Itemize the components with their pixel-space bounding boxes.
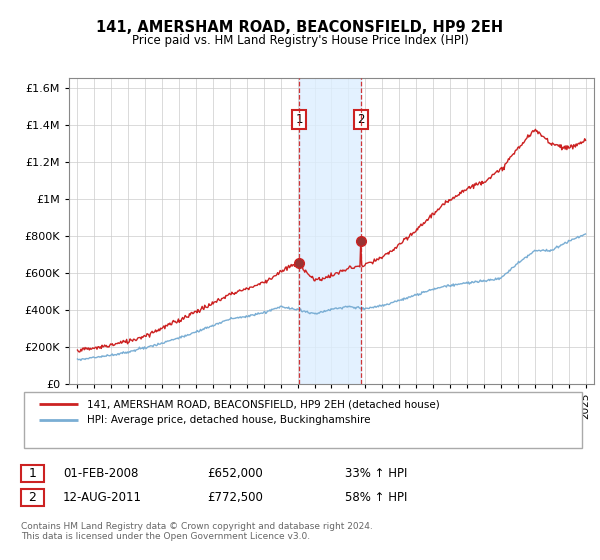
Text: 141, AMERSHAM ROAD, BEACONSFIELD, HP9 2EH: 141, AMERSHAM ROAD, BEACONSFIELD, HP9 2E… <box>97 20 503 35</box>
Text: 2: 2 <box>28 491 37 504</box>
Text: 2: 2 <box>358 113 365 126</box>
Text: 33% ↑ HPI: 33% ↑ HPI <box>345 466 407 480</box>
Text: 141, AMERSHAM ROAD, BEACONSFIELD, HP9 2EH (detached house): 141, AMERSHAM ROAD, BEACONSFIELD, HP9 2E… <box>87 399 440 409</box>
Text: 58% ↑ HPI: 58% ↑ HPI <box>345 491 407 504</box>
Text: Contains HM Land Registry data © Crown copyright and database right 2024.
This d: Contains HM Land Registry data © Crown c… <box>21 522 373 542</box>
Text: £652,000: £652,000 <box>207 466 263 480</box>
Text: £772,500: £772,500 <box>207 491 263 504</box>
Text: 1: 1 <box>28 466 37 480</box>
Text: 12-AUG-2011: 12-AUG-2011 <box>63 491 142 504</box>
Text: HPI: Average price, detached house, Buckinghamshire: HPI: Average price, detached house, Buck… <box>87 415 371 425</box>
Text: 1: 1 <box>295 113 303 126</box>
Text: Price paid vs. HM Land Registry's House Price Index (HPI): Price paid vs. HM Land Registry's House … <box>131 34 469 46</box>
Text: 01-FEB-2008: 01-FEB-2008 <box>63 466 139 480</box>
